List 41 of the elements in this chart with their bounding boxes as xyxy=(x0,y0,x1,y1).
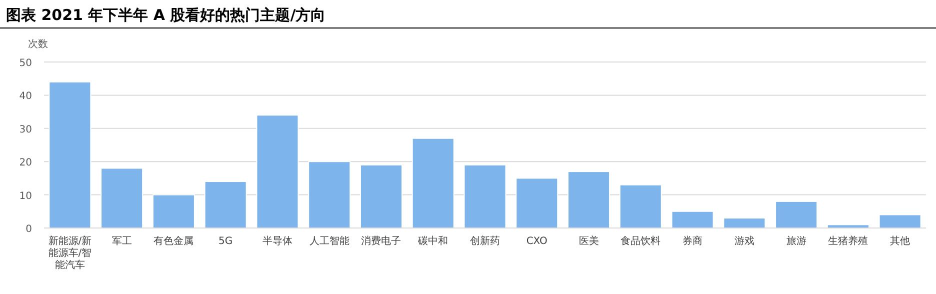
x-tick-label: 医美 xyxy=(578,235,599,247)
x-tick-label: 其他 xyxy=(890,235,910,247)
bar xyxy=(100,168,144,228)
x-tick-label: 生猪养殖 xyxy=(828,235,868,247)
bar xyxy=(671,210,714,228)
bar xyxy=(48,81,92,228)
x-tick-label: 5G xyxy=(218,236,233,247)
y-tick-label: 20 xyxy=(19,158,32,169)
x-tick-label: 人工智能 xyxy=(309,235,350,247)
bar xyxy=(308,161,351,228)
y-tick-label: 10 xyxy=(19,190,32,202)
y-tick-label: 50 xyxy=(19,58,32,69)
bar xyxy=(516,178,558,228)
bar xyxy=(360,164,402,228)
bar xyxy=(568,171,610,228)
x-tick-label: 创新药 xyxy=(470,235,500,247)
x-tick-label: 食品饮料 xyxy=(620,235,661,247)
bar xyxy=(412,138,454,228)
x-tick-label: 消费电子 xyxy=(361,235,402,247)
bar xyxy=(464,164,506,228)
x-tick-label: 券商 xyxy=(682,235,703,247)
y-tick-label: 40 xyxy=(19,91,32,102)
bar xyxy=(878,214,922,228)
bar xyxy=(775,200,818,228)
chart-title: 图表 2021 年下半年 A 股看好的热门主题/方向 xyxy=(6,6,326,24)
x-tick-label: CXO xyxy=(526,236,548,247)
y-tick-label: 0 xyxy=(26,224,32,235)
x-tick-label: 军工 xyxy=(112,236,132,247)
x-tick-label: 碳中和 xyxy=(417,235,448,247)
bar xyxy=(256,114,299,228)
x-tick-label: 半导体 xyxy=(262,235,292,247)
x-tick-label: 旅游 xyxy=(786,235,806,247)
bar xyxy=(204,181,247,228)
bar xyxy=(152,194,195,228)
x-tick-label: 新能源/新能源车/智能汽车 xyxy=(48,235,92,271)
y-axis-title: 次数 xyxy=(28,39,48,50)
bar xyxy=(619,184,662,228)
x-tick-label: 游戏 xyxy=(734,235,754,247)
y-tick-label: 30 xyxy=(19,124,32,136)
x-tick-label: 有色金属 xyxy=(154,235,194,247)
bar xyxy=(723,218,766,228)
